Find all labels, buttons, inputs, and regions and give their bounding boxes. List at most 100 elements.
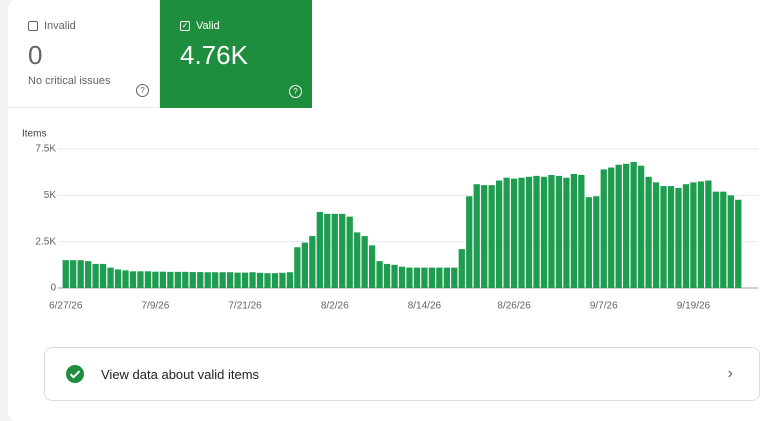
x-tick-label: 7/9/26 (142, 301, 170, 312)
bar (391, 264, 398, 288)
bar (92, 263, 99, 288)
bar (563, 177, 570, 288)
button-label: View data about valid items (101, 366, 260, 382)
bar (510, 178, 518, 288)
bar (70, 260, 77, 288)
bar (443, 267, 450, 288)
bar (675, 187, 682, 288)
bar (533, 175, 540, 288)
bar (630, 161, 637, 288)
bar (368, 245, 376, 288)
bar (212, 272, 219, 288)
bar (383, 263, 391, 288)
bar (436, 267, 443, 288)
bar (346, 216, 353, 288)
x-tick-label: 7/21/26 (228, 301, 262, 312)
bar (466, 196, 473, 288)
bar (129, 271, 137, 288)
bar (122, 270, 129, 288)
bar (197, 272, 204, 288)
bar (600, 169, 607, 288)
bar (62, 260, 69, 288)
x-tick-label: 6/27/26 (49, 301, 83, 312)
bar (137, 271, 144, 288)
bar (144, 271, 152, 288)
view-button[interactable]: View data about valid items › (44, 347, 760, 401)
bar (555, 175, 563, 288)
bar (488, 185, 495, 288)
y-tick-label: 5K (44, 190, 57, 201)
bar (159, 271, 167, 288)
bar (204, 272, 211, 288)
bar (421, 267, 428, 288)
bar (354, 232, 361, 288)
bar (77, 260, 84, 288)
bar (182, 271, 189, 288)
bar (376, 261, 383, 288)
bar (99, 263, 107, 288)
bar (189, 272, 196, 288)
bar (735, 199, 742, 288)
bar (413, 267, 421, 288)
bar (324, 213, 331, 288)
y-axis-label: Items (22, 129, 46, 140)
bar (540, 176, 548, 288)
bar (398, 266, 406, 288)
bar (316, 212, 323, 288)
bar (727, 195, 734, 288)
help-icon[interactable]: ? (136, 84, 149, 97)
bar (473, 184, 480, 288)
bar (615, 164, 622, 288)
bar (241, 272, 249, 288)
tab-caption: No critical issues (28, 75, 111, 87)
bar (152, 271, 159, 288)
bar (309, 236, 316, 288)
bar (249, 272, 256, 288)
bar (264, 273, 271, 288)
bar (608, 167, 615, 288)
tab-value: 0 (28, 40, 43, 70)
bar (652, 182, 660, 288)
bar (682, 184, 690, 288)
bar (219, 272, 226, 288)
bar (279, 272, 286, 288)
bar (667, 186, 675, 288)
tab-value: 4.76K (180, 40, 248, 70)
bar (339, 213, 346, 288)
bar (174, 271, 181, 288)
bar (637, 165, 645, 288)
checkbox[interactable] (28, 21, 38, 31)
help-icon[interactable]: ? (289, 85, 302, 98)
bar (114, 269, 122, 288)
bar (428, 267, 436, 288)
x-tick-label: 8/2/26 (321, 301, 349, 312)
bar (331, 213, 338, 288)
bar (301, 242, 308, 288)
bar (496, 180, 503, 288)
chart: Items 0 2.5K 5K 7.5K 6/27/26 7/9/26 7/21/26 8/2… (22, 129, 758, 312)
bar (167, 271, 174, 288)
bar (712, 191, 719, 288)
y-tick-label: 7.5K (35, 144, 56, 155)
check-icon (66, 365, 84, 383)
bar (570, 174, 578, 288)
bar (623, 163, 630, 288)
bar (660, 186, 667, 288)
bar (361, 236, 368, 288)
bar (294, 247, 301, 288)
y-tick-label: 2.5K (35, 236, 56, 247)
bar (406, 267, 413, 288)
bar (518, 177, 525, 288)
chevron: › (727, 365, 733, 382)
x-tick-label: 9/7/26 (590, 301, 618, 312)
valid-tab[interactable]: ✓ Valid 4.76K ? (160, 0, 312, 108)
y-tick-label: 0 (50, 283, 56, 294)
checkbox[interactable]: ✓ (180, 21, 190, 31)
tab-label: Valid (196, 20, 220, 32)
bar (578, 174, 585, 288)
bar (458, 249, 465, 288)
bar (256, 272, 264, 288)
invalid-tab[interactable]: Invalid 0 No critical issues ? (8, 0, 160, 108)
bar (234, 272, 241, 288)
